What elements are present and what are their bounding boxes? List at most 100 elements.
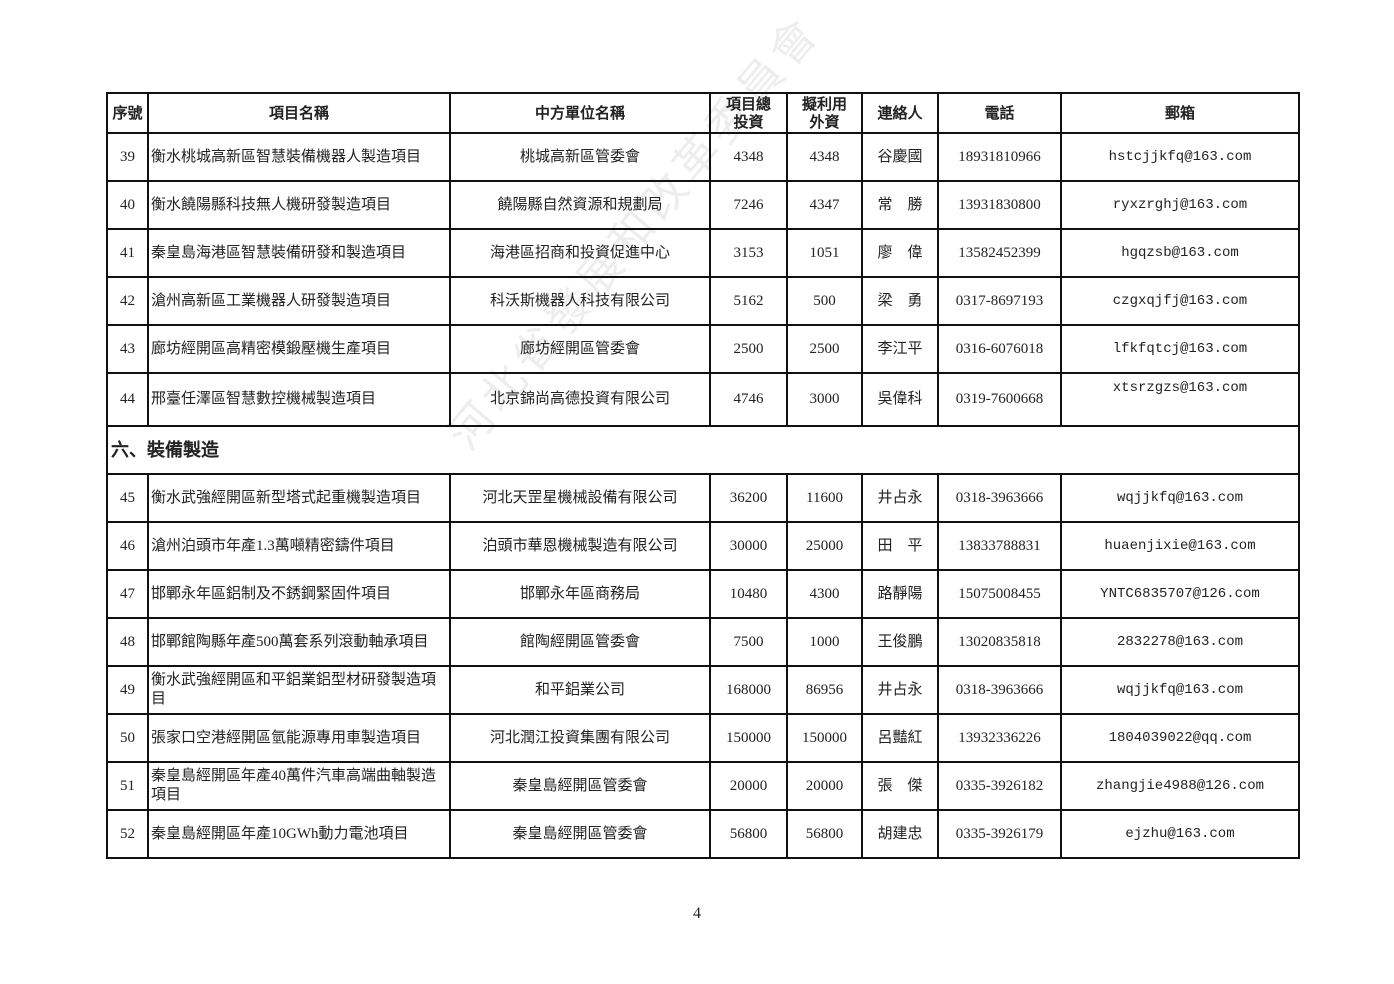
cell-foreign-investment: 4348 xyxy=(786,132,863,182)
cell-unit: 邯鄲永年區商務局 xyxy=(449,569,711,619)
cell-project-name: 張家口空港經開區氫能源專用車製造項目 xyxy=(147,713,451,763)
table-row: 47 邯鄲永年區鋁制及不銹鋼緊固件項目 邯鄲永年區商務局 10480 4300 路靜陽 15… xyxy=(106,569,1300,619)
cell-total-investment: 2500 xyxy=(709,324,788,374)
cell-contact: 胡建忠 xyxy=(861,809,939,859)
cell-email: 2832278@163.com xyxy=(1060,617,1300,667)
cell-total-investment: 5162 xyxy=(709,276,788,326)
cell-foreign-investment: 4347 xyxy=(786,180,863,230)
cell-email: hstcjjkfq@163.com xyxy=(1060,132,1300,182)
cell-contact: 張 傑 xyxy=(861,761,939,811)
cell-no: 45 xyxy=(106,473,149,523)
section-title: 六、裝備製造 xyxy=(106,425,1300,475)
cell-project-name: 邯鄲館陶縣年產500萬套系列滾動軸承項目 xyxy=(147,617,451,667)
table-row: 50 張家口空港經開區氫能源專用車製造項目 河北潤江投資集團有限公司 150000 15… xyxy=(106,713,1300,763)
cell-no: 42 xyxy=(106,276,149,326)
cell-contact: 王俊鵬 xyxy=(861,617,939,667)
cell-email: 1804039022@qq.com xyxy=(1060,713,1300,763)
cell-email: czgxqjfj@163.com xyxy=(1060,276,1300,326)
cell-phone: 13931830800 xyxy=(937,180,1062,230)
cell-contact: 井占永 xyxy=(861,473,939,523)
cell-contact: 路靜陽 xyxy=(861,569,939,619)
cell-phone: 0317-8697193 xyxy=(937,276,1062,326)
cell-phone: 18931810966 xyxy=(937,132,1062,182)
cell-total-investment: 4348 xyxy=(709,132,788,182)
cell-contact: 李江平 xyxy=(861,324,939,374)
cell-contact: 呂豔紅 xyxy=(861,713,939,763)
cell-contact: 梁 勇 xyxy=(861,276,939,326)
table-row: 52 秦皇島經開區年產10GWh動力電池項目 秦皇島經開區管委會 56800 56800… xyxy=(106,809,1300,859)
cell-phone: 0318-3963666 xyxy=(937,473,1062,523)
cell-email: huaenjixie@163.com xyxy=(1060,521,1300,571)
project-table: 序號 項目名稱 中方單位名稱 項目總 投資 擬利用 外資 連絡人 電話 郵箱 39 衡水桃城高新區智… xyxy=(106,92,1300,859)
table-row: 40 衡水饒陽縣科技無人機研發製造項目 饒陽縣自然資源和規劃局 7246 4347 常 勝… xyxy=(106,180,1300,230)
table-row: 41 秦皇島海港區智慧裝備研發和製造項目 海港區招商和投資促進中心 3153 1051 廖… xyxy=(106,228,1300,278)
cell-unit: 泊頭市華恩機械製造有限公司 xyxy=(449,521,711,571)
cell-no: 47 xyxy=(106,569,149,619)
table-row: 42 滄州高新區工業機器人研發製造項目 科沃斯機器人科技有限公司 5162 500 梁 勇… xyxy=(106,276,1300,326)
table-row: 39 衡水桃城高新區智慧裝備機器人製造項目 桃城高新區管委會 4348 4348 谷慶國 1… xyxy=(106,132,1300,182)
cell-foreign-investment: 11600 xyxy=(786,473,863,523)
cell-unit: 秦皇島經開區管委會 xyxy=(449,761,711,811)
col-header-email: 郵箱 xyxy=(1060,92,1300,134)
cell-total-investment: 56800 xyxy=(709,809,788,859)
cell-foreign-investment: 20000 xyxy=(786,761,863,811)
cell-contact: 谷慶國 xyxy=(861,132,939,182)
cell-project-name: 衡水武強經開區新型塔式起重機製造項目 xyxy=(147,473,451,523)
cell-phone: 13932336226 xyxy=(937,713,1062,763)
cell-project-name: 滄州泊頭市年產1.3萬噸精密鑄件項目 xyxy=(147,521,451,571)
cell-phone: 0318-3963666 xyxy=(937,665,1062,715)
cell-phone: 0316-6076018 xyxy=(937,324,1062,374)
cell-total-investment: 10480 xyxy=(709,569,788,619)
table-row: 46 滄州泊頭市年產1.3萬噸精密鑄件項目 泊頭市華恩機械製造有限公司 30000 25… xyxy=(106,521,1300,571)
cell-unit: 河北天罡星機械設備有限公司 xyxy=(449,473,711,523)
cell-total-investment: 30000 xyxy=(709,521,788,571)
section-row: 六、裝備製造 xyxy=(106,425,1300,475)
cell-email: zhangjie4988@126.com xyxy=(1060,761,1300,811)
cell-no: 48 xyxy=(106,617,149,667)
col-header-total-investment: 項目總 投資 xyxy=(709,92,788,134)
header-row: 序號 項目名稱 中方單位名稱 項目總 投資 擬利用 外資 連絡人 電話 郵箱 xyxy=(106,92,1300,134)
cell-foreign-investment: 56800 xyxy=(786,809,863,859)
cell-no: 40 xyxy=(106,180,149,230)
table-row: 43 廊坊經開區高精密模鍛壓機生產項目 廊坊經開區管委會 2500 2500 李江平 031… xyxy=(106,324,1300,374)
cell-phone: 0335-3926179 xyxy=(937,809,1062,859)
col-header-unit: 中方單位名稱 xyxy=(449,92,711,134)
col-header-phone: 電話 xyxy=(937,92,1062,134)
cell-contact: 田 平 xyxy=(861,521,939,571)
cell-total-investment: 7500 xyxy=(709,617,788,667)
cell-project-name: 衡水饒陽縣科技無人機研發製造項目 xyxy=(147,180,451,230)
cell-email: ryxzrghj@163.com xyxy=(1060,180,1300,230)
col-header-contact: 連絡人 xyxy=(861,92,939,134)
cell-no: 41 xyxy=(106,228,149,278)
cell-no: 43 xyxy=(106,324,149,374)
cell-project-name: 衡水武強經開區和平鋁業鋁型材研發製造項目 xyxy=(147,665,451,715)
cell-contact: 井占永 xyxy=(861,665,939,715)
cell-foreign-investment: 2500 xyxy=(786,324,863,374)
cell-unit: 饒陽縣自然資源和規劃局 xyxy=(449,180,711,230)
cell-unit: 北京錦尚高德投資有限公司 xyxy=(449,372,711,427)
cell-project-name: 秦皇島經開區年產40萬件汽車高端曲軸製造項目 xyxy=(147,761,451,811)
cell-contact: 吳偉科 xyxy=(861,372,939,427)
cell-total-investment: 4746 xyxy=(709,372,788,427)
cell-foreign-investment: 1000 xyxy=(786,617,863,667)
cell-no: 46 xyxy=(106,521,149,571)
cell-foreign-investment: 86956 xyxy=(786,665,863,715)
cell-no: 50 xyxy=(106,713,149,763)
col-header-project-name: 項目名稱 xyxy=(147,92,451,134)
cell-email: ejzhu@163.com xyxy=(1060,809,1300,859)
cell-total-investment: 168000 xyxy=(709,665,788,715)
table-row: 45 衡水武強經開區新型塔式起重機製造項目 河北天罡星機械設備有限公司 36200 11… xyxy=(106,473,1300,523)
col-header-no: 序號 xyxy=(106,92,149,134)
cell-project-name: 秦皇島海港區智慧裝備研發和製造項目 xyxy=(147,228,451,278)
cell-project-name: 滄州高新區工業機器人研發製造項目 xyxy=(147,276,451,326)
cell-project-name: 秦皇島經開區年產10GWh動力電池項目 xyxy=(147,809,451,859)
cell-total-investment: 36200 xyxy=(709,473,788,523)
cell-project-name: 邯鄲永年區鋁制及不銹鋼緊固件項目 xyxy=(147,569,451,619)
table-row: 44 邢臺任澤區智慧數控機械製造項目 北京錦尚高德投資有限公司 4746 3000 吳偉科… xyxy=(106,372,1300,427)
table-row: 48 邯鄲館陶縣年產500萬套系列滾動軸承項目 館陶經開區管委會 7500 1000 王俊… xyxy=(106,617,1300,667)
cell-no: 52 xyxy=(106,809,149,859)
cell-foreign-investment: 25000 xyxy=(786,521,863,571)
cell-total-investment: 150000 xyxy=(709,713,788,763)
cell-foreign-investment: 1051 xyxy=(786,228,863,278)
cell-unit: 桃城高新區管委會 xyxy=(449,132,711,182)
